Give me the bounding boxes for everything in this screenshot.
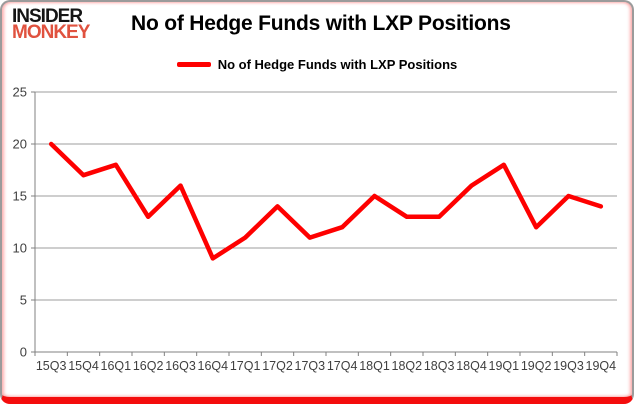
- y-axis-label: 0: [20, 345, 27, 360]
- insider-monkey-logo: INSIDER MONKEY: [12, 6, 90, 43]
- x-axis-label: 17Q3: [295, 359, 326, 373]
- x-axis-label: 17Q4: [327, 359, 358, 373]
- x-axis-label: 19Q1: [489, 359, 520, 373]
- legend-line-swatch: [176, 62, 211, 67]
- logo-line-monkey: MONKEY: [12, 22, 90, 43]
- x-axis-label: 16Q4: [198, 359, 229, 373]
- x-axis-label: 18Q2: [392, 359, 423, 373]
- x-axis-label: 17Q1: [230, 359, 261, 373]
- x-axis-label: 15Q3: [36, 359, 67, 373]
- y-axis-label: 25: [13, 85, 27, 100]
- x-axis-label: 18Q1: [359, 359, 390, 373]
- x-axis-label: 15Q4: [68, 359, 99, 373]
- x-axis-label: 19Q4: [586, 359, 617, 373]
- x-axis-label: 18Q4: [456, 359, 487, 373]
- y-axis-label: 20: [13, 137, 27, 152]
- legend-label: No of Hedge Funds with LXP Positions: [217, 57, 458, 72]
- x-axis-label: 17Q2: [262, 359, 293, 373]
- x-axis-label: 18Q3: [424, 359, 455, 373]
- y-axis-label: 15: [13, 189, 27, 204]
- x-axis-label: 16Q2: [133, 359, 164, 373]
- chart-legend: No of Hedge Funds with LXP Positions: [2, 57, 632, 72]
- x-axis-label: 19Q3: [553, 359, 584, 373]
- x-axis-label: 19Q2: [521, 359, 552, 373]
- x-axis-label: 16Q1: [101, 359, 132, 373]
- logo-line-insider: INSIDER: [12, 6, 83, 27]
- data-series-line: [48, 141, 604, 261]
- x-axis-label: 16Q3: [165, 359, 196, 373]
- chart-title: No of Hedge Funds with LXP Positions: [131, 12, 511, 35]
- y-axis-label: 5: [20, 293, 27, 308]
- y-axis-label: 10: [13, 241, 27, 256]
